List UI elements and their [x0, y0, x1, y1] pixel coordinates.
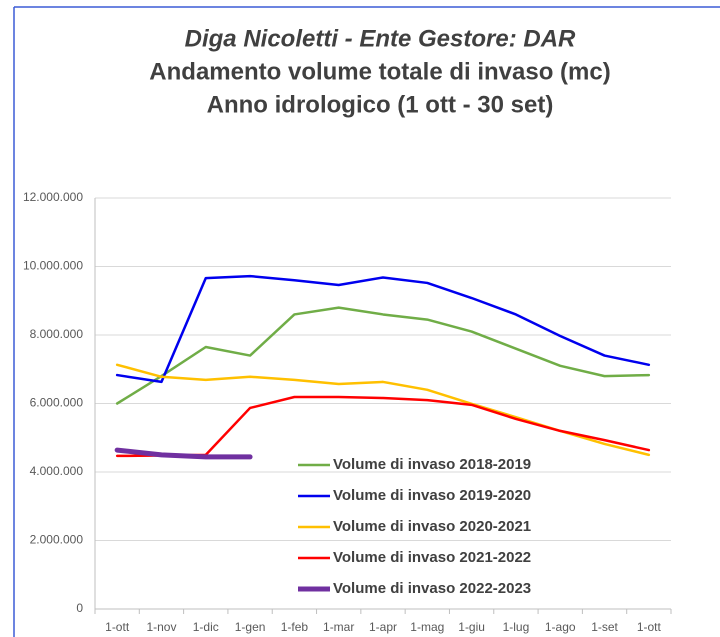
chart-subtitle: Andamento volume totale di invaso (mc)	[149, 58, 610, 85]
x-tick-label: 1-gen	[235, 620, 266, 634]
x-tick-label: 1-ott	[637, 620, 662, 634]
legend-label: Volume di invaso 2022-2023	[333, 580, 531, 597]
y-tick-label: 0	[76, 601, 83, 615]
series-line	[115, 274, 651, 384]
x-tick-label: 1-feb	[281, 620, 309, 634]
x-tick-label: 1-apr	[369, 620, 397, 634]
chart-subtitle: Anno idrologico (1 ott - 30 set)	[207, 91, 554, 118]
y-tick-label: 8.000.000	[30, 327, 84, 341]
x-tick-label: 1-set	[591, 620, 618, 634]
y-tick-label: 10.000.000	[23, 259, 83, 273]
x-tick-label: 1-mar	[323, 620, 354, 634]
x-tick-label: 1-dic	[193, 620, 219, 634]
series-line	[114, 447, 253, 460]
x-tick-label: 1-nov	[146, 620, 176, 634]
chart-title: Diga Nicoletti - Ente Gestore: DAR	[185, 25, 576, 52]
x-tick-label: 1-lug	[503, 620, 530, 634]
x-tick-label: 1-ott	[105, 620, 130, 634]
x-tick-label: 1-ago	[545, 620, 576, 634]
x-tick-label: 1-mag	[410, 620, 444, 634]
y-tick-label: 12.000.000	[23, 190, 83, 204]
legend-label: Volume di invaso 2020-2021	[333, 518, 531, 535]
legend-label: Volume di invaso 2019-2020	[333, 487, 531, 504]
legend-label: Volume di invaso 2018-2019	[333, 456, 531, 473]
series-line	[115, 306, 651, 405]
x-tick-label: 1-giu	[458, 620, 485, 634]
y-tick-label: 4.000.000	[30, 464, 84, 478]
y-tick-label: 6.000.000	[30, 396, 84, 410]
y-tick-label: 2.000.000	[30, 533, 84, 547]
legend-label: Volume di invaso 2021-2022	[333, 549, 531, 566]
